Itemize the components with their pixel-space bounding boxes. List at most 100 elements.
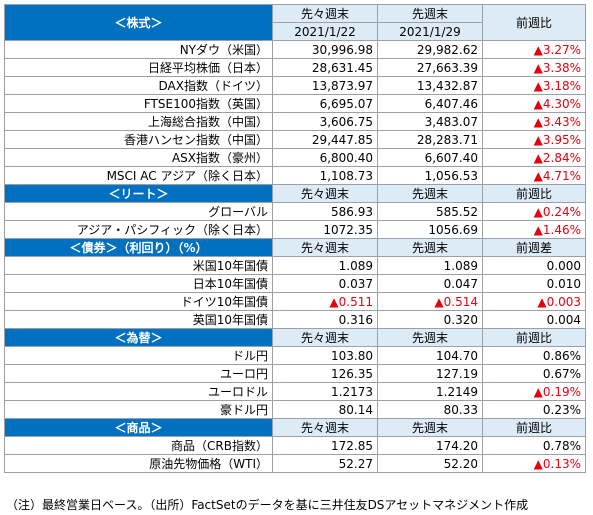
bond-prev-week-value: ▲0.514 [377,292,483,311]
equity-change-value: ▲3.95% [482,130,586,149]
equity-change-value: ▲3.38% [482,58,586,77]
reit-prev-week-value: 1056.69 [377,220,483,239]
fx-prev-prev-week-value: 80.14 [272,400,378,419]
equity-row: 上海総合指数（中国） 3,606.75 3,483.07 ▲3.43% [4,112,586,131]
bond-prev-prev-week-value: 1.089 [272,256,378,275]
fx-name: 豪ドル円 [4,400,273,419]
equity-row: 日経平均株価（日本） 28,631.45 27,663.39 ▲3.38% [4,58,586,77]
equity-change-value: ▲2.84% [482,148,586,167]
fx-row: ユーロ円 126.35 127.19 0.67% [4,364,586,383]
col-week-change: 前週比 [482,4,586,41]
bond-section-title: ＜債券＞（利回り）（%） [4,238,273,257]
fx-row: 豪ドル円 80.14 80.33 0.23% [4,400,586,419]
fx-col-prev-week: 先週末 [377,328,483,347]
commodity-col-change: 前週比 [482,418,586,437]
bond-change-value: ▲0.003 [482,292,586,311]
col-prev-prev-week-date: 2021/1/22 [272,22,378,41]
equity-change-value: ▲3.27% [482,40,586,59]
commodity-prev-week-value: 52.20 [377,454,483,473]
equity-prev-prev-week-value: 3,606.75 [272,112,378,131]
equity-change-value: ▲4.71% [482,166,586,185]
equity-name: MSCI AC アジア（除く日本） [4,166,273,185]
equity-change-value: ▲4.30% [482,94,586,113]
col-prev-week-date: 2021/1/29 [377,22,483,41]
equity-name: NYダウ（米国） [4,40,273,59]
bond-prev-prev-week-value: 0.037 [272,274,378,293]
equity-name: ASX指数（豪州） [4,148,273,167]
commodity-prev-prev-week-value: 172.85 [272,436,378,455]
commodity-section-title: ＜商品＞ [4,418,273,437]
fx-name: ドル円 [4,346,273,365]
fx-header-row: ＜為替＞ 先々週末 先週末 前週比 [4,328,586,347]
fx-change-value: 0.23% [482,400,586,419]
reit-prev-week-value: 585.52 [377,202,483,221]
equity-prev-week-value: 13,432.87 [377,76,483,95]
bond-name: 英国10年国債 [4,310,273,329]
market-summary-table: ＜株式＞ 先々週末 先週末 前週比 2021/1/22 2021/1/29 NY… [4,4,586,473]
reit-row: アジア・パシフィック（除く日本） 1072.35 1056.69 ▲1.46% [4,220,586,239]
bond-row: 英国10年国債 0.316 0.320 0.004 [4,310,586,329]
fx-col-change: 前週比 [482,328,586,347]
fx-row: ユーロドル 1.2173 1.2149 ▲0.19% [4,382,586,401]
col-prev-week: 先週末 [377,4,483,23]
fx-prev-prev-week-value: 126.35 [272,364,378,383]
reit-header-row: ＜リート＞ 先々週末 先週末 前週比 [4,184,586,203]
fx-prev-prev-week-value: 1.2173 [272,382,378,401]
fx-change-value: ▲0.19% [482,382,586,401]
equity-prev-week-value: 28,283.71 [377,130,483,149]
bond-prev-week-value: 0.320 [377,310,483,329]
bond-change-value: 0.000 [482,256,586,275]
reit-section-title: ＜リート＞ [4,184,273,203]
equity-row: FTSE100指数（英国） 6,695.07 6,407.46 ▲4.30% [4,94,586,113]
fx-name: ユーロドル [4,382,273,401]
equity-row: ASX指数（豪州） 6,800.40 6,607.40 ▲2.84% [4,148,586,167]
commodity-change-value: 0.78% [482,436,586,455]
commodity-change-value: ▲0.13% [482,454,586,473]
bond-col-prev-prev-week: 先々週末 [272,238,378,257]
equity-name: 香港ハンセン指数（中国） [4,130,273,149]
equity-prev-week-value: 1,056.53 [377,166,483,185]
fx-prev-prev-week-value: 103.80 [272,346,378,365]
equity-prev-prev-week-value: 6,695.07 [272,94,378,113]
bond-change-value: 0.010 [482,274,586,293]
bond-col-change: 前週差 [482,238,586,257]
commodity-prev-prev-week-value: 52.27 [272,454,378,473]
equity-prev-prev-week-value: 30,996.98 [272,40,378,59]
reit-row: グローバル 586.93 585.52 ▲0.24% [4,202,586,221]
reit-prev-prev-week-value: 586.93 [272,202,378,221]
commodity-header-row: ＜商品＞ 先々週末 先週末 前週比 [4,418,586,437]
reit-prev-prev-week-value: 1072.35 [272,220,378,239]
equity-name: 上海総合指数（中国） [4,112,273,131]
equity-name: FTSE100指数（英国） [4,94,273,113]
fx-change-value: 0.67% [482,364,586,383]
fx-section-title: ＜為替＞ [4,328,273,347]
bond-prev-prev-week-value: 0.316 [272,310,378,329]
bond-name: ドイツ10年国債 [4,292,273,311]
bond-row: ドイツ10年国債 ▲0.511 ▲0.514 ▲0.003 [4,292,586,311]
fx-change-value: 0.86% [482,346,586,365]
fx-prev-week-value: 104.70 [377,346,483,365]
bond-change-value: 0.004 [482,310,586,329]
equity-prev-prev-week-value: 29,447.85 [272,130,378,149]
equity-prev-week-value: 29,982.62 [377,40,483,59]
reit-change-value: ▲1.46% [482,220,586,239]
fx-row: ドル円 103.80 104.70 0.86% [4,346,586,365]
equity-prev-prev-week-value: 1,108.73 [272,166,378,185]
equities-section-title: ＜株式＞ [4,4,273,41]
bond-prev-week-value: 0.047 [377,274,483,293]
commodity-name: 原油先物価格（WTI） [4,454,273,473]
fx-prev-week-value: 1.2149 [377,382,483,401]
equity-prev-week-value: 27,663.39 [377,58,483,77]
equity-name: DAX指数（ドイツ） [4,76,273,95]
reit-col-prev-week: 先週末 [377,184,483,203]
reit-col-prev-prev-week: 先々週末 [272,184,378,203]
equity-row: MSCI AC アジア（除く日本） 1,108.73 1,056.53 ▲4.71% [4,166,586,185]
fx-col-prev-prev-week: 先々週末 [272,328,378,347]
bond-prev-week-value: 1.089 [377,256,483,275]
commodity-row: 商品（CRB指数） 172.85 174.20 0.78% [4,436,586,455]
equity-prev-prev-week-value: 6,800.40 [272,148,378,167]
bond-col-prev-week: 先週末 [377,238,483,257]
commodity-col-prev-week: 先週末 [377,418,483,437]
fx-prev-week-value: 80.33 [377,400,483,419]
equity-change-value: ▲3.43% [482,112,586,131]
